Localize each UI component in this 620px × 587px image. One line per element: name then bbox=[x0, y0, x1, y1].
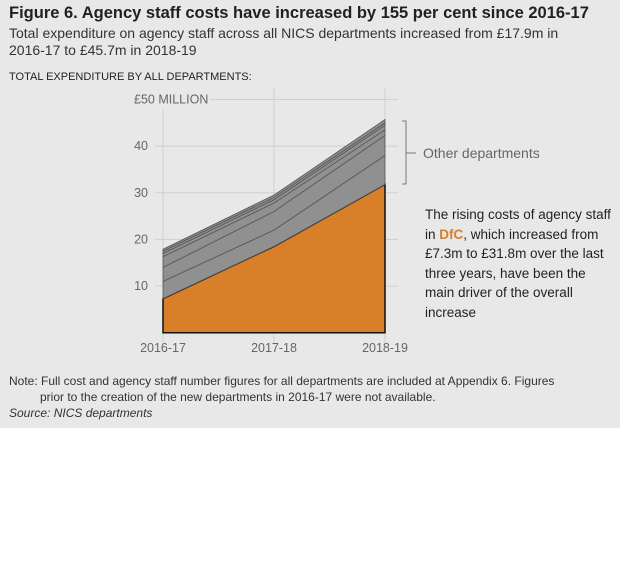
chart-label: TOTAL EXPENDITURE BY ALL DEPARTMENTS: bbox=[9, 71, 252, 83]
subtitle-line-2: 2016-17 to £45.7m in 2018-19 bbox=[9, 42, 197, 58]
note-line-2: prior to the creation of the new departm… bbox=[40, 390, 436, 404]
x-tick-label: 2017-18 bbox=[251, 341, 297, 355]
x-tick-label: 2018-19 bbox=[362, 341, 408, 355]
stacked-area-chart: 10 20 30 40 £50 MILLION 2016-17 2017-18 2018-19 bbox=[134, 88, 416, 355]
y-tick-label: £50 MILLION bbox=[134, 93, 208, 107]
source: Source: NICS departments bbox=[9, 406, 153, 420]
subtitle-line-1: Total expenditure on agency staff across… bbox=[9, 25, 559, 41]
figure-title: Figure 6. Agency staff costs have increa… bbox=[9, 4, 589, 22]
note-line-1: Note: Full cost and agency staff number … bbox=[9, 374, 555, 388]
x-tick-label: 2016-17 bbox=[140, 341, 186, 355]
y-tick-label: 20 bbox=[134, 232, 148, 246]
y-tick-label: 10 bbox=[134, 279, 148, 293]
other-department-area bbox=[162, 118, 386, 252]
annotation-text-before: The rising costs of agency staff in bbox=[425, 207, 611, 242]
other-departments-bracket bbox=[402, 120, 416, 185]
annotation-text-after: , which increased from £7.3m to £31.8m o… bbox=[425, 226, 604, 320]
y-tick-label: 30 bbox=[134, 186, 148, 200]
dfc-annotation: The rising costs of agency staff in DfC,… bbox=[425, 205, 615, 322]
other-departments-label: Other departments bbox=[423, 145, 540, 161]
y-tick-label: 40 bbox=[134, 139, 148, 153]
dfc-highlight: DfC bbox=[439, 226, 464, 242]
